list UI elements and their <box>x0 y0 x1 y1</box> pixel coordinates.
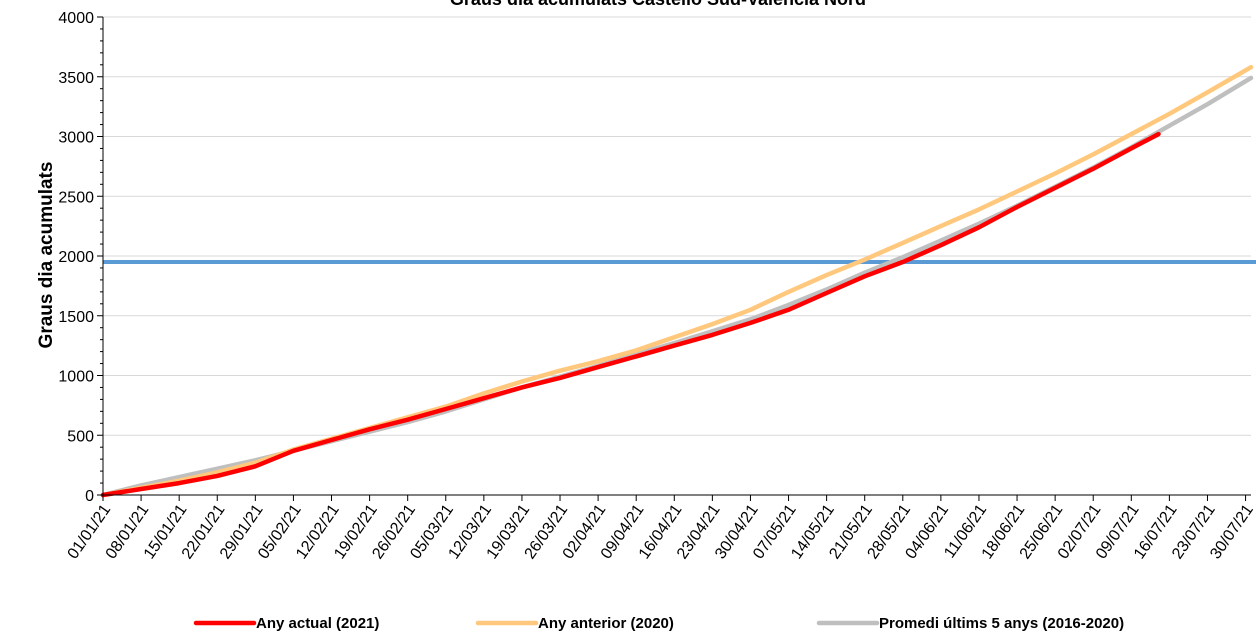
chart-title: Graus dia acumulats Castelló Sud-Valènci… <box>450 0 866 9</box>
y-tick-label: 1000 <box>58 369 94 386</box>
y-tick-label: 3500 <box>58 70 94 87</box>
series-line-any-anterior-2020 <box>100 64 1254 498</box>
y-tick-label: 2000 <box>58 249 94 266</box>
y-tick-label: 4000 <box>58 10 94 27</box>
y-tick-label: 500 <box>67 428 94 445</box>
legend-label: Any actual (2021) <box>256 615 379 632</box>
y-axis-title: Graus dia acumulats <box>36 162 57 349</box>
series-line-promedi-ltims-5-anys-2016-2020 <box>100 75 1254 498</box>
legend-label: Promedi últims 5 anys (2016-2020) <box>879 615 1124 632</box>
y-tick-label: 3000 <box>58 130 94 147</box>
y-axis-ticks: 0 500 1000 1500 2000 2500 3000 3500 4000 <box>58 10 103 505</box>
gridlines <box>103 16 1251 436</box>
series-line-any-actual-2021 <box>100 131 1161 498</box>
legend-label: Any anterior (2020) <box>538 615 674 632</box>
y-tick-label: 1500 <box>58 309 94 326</box>
series-layer <box>100 64 1254 498</box>
x-axis-ticks: 01/01/2108/01/2115/01/2122/01/2129/01/21… <box>65 495 1256 562</box>
legend: Any actual (2021) Any anterior (2020) Prom… <box>193 615 1124 632</box>
y-tick-label: 0 <box>85 488 94 505</box>
y-tick-label: 2500 <box>58 189 94 206</box>
